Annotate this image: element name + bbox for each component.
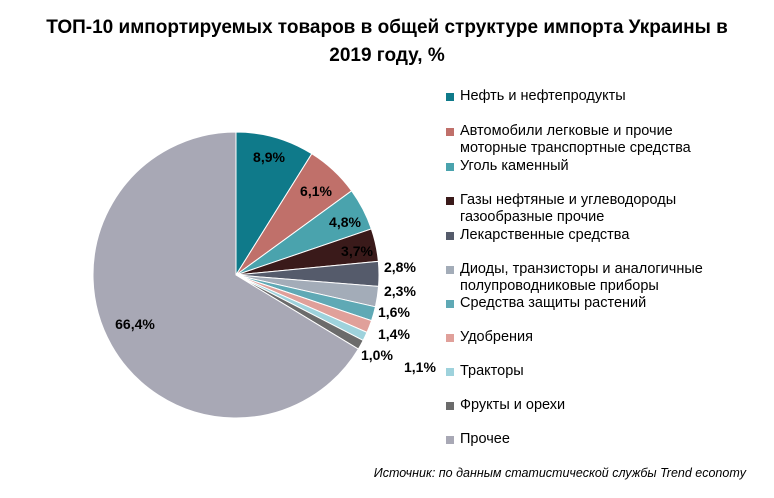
chart-title-line-2: 2019 году, %	[329, 45, 445, 66]
data-label-9: 1,0%	[361, 347, 393, 363]
data-label-2: 6,1%	[300, 183, 332, 199]
legend-swatch	[446, 402, 454, 410]
legend-label: Уголь каменный	[460, 158, 569, 174]
data-label-3: 4,8%	[329, 214, 361, 230]
pie-slice-1	[235, 131, 313, 277]
legend-swatch	[446, 128, 454, 136]
legend-item-6: Диоды, транзисторы и аналогичные полупров…	[446, 261, 703, 295]
data-label-11: 66,4%	[115, 316, 155, 332]
legend-item-3: Уголь каменный	[446, 158, 569, 175]
data-label-7: 1,6%	[378, 304, 410, 320]
legend-label: Средства защиты растений	[460, 295, 647, 311]
data-label-6: 2,3%	[384, 283, 416, 299]
chart-title: ТОП-10 импортируемых товаров в общей стр…	[0, 14, 774, 70]
legend-swatch	[446, 163, 454, 171]
legend-swatch	[446, 93, 454, 101]
legend-label: Тракторы	[460, 363, 524, 379]
legend-label: Лекарственные средства	[460, 227, 630, 243]
legend-swatch	[446, 334, 454, 342]
source-note: Источник: по данным статистической служб…	[373, 466, 746, 480]
pie-slice-11	[92, 131, 360, 419]
legend-item-5: Лекарственные средства	[446, 227, 629, 244]
legend-swatch	[446, 436, 454, 444]
legend-item-1: Нефть и нефтепродукты	[446, 88, 626, 105]
legend-label: Диоды, транзисторы и аналогичные полупров…	[460, 261, 703, 294]
legend-swatch	[446, 197, 454, 205]
legend-item-4: Газы нефтяные и углеводороды газообразные…	[446, 192, 676, 226]
legend-swatch	[446, 368, 454, 376]
legend-item-2: Автомобили легковые и прочие моторные тра…	[446, 123, 691, 157]
legend-item-10: Фрукты и орехи	[446, 397, 565, 414]
legend-swatch	[446, 300, 454, 308]
legend-label: Фрукты и орехи	[460, 397, 566, 413]
legend-label: Нефть и нефтепродукты	[460, 88, 626, 104]
data-label-4: 3,7%	[341, 243, 373, 259]
legend-label: Газы нефтяные и углеводороды газообразные…	[460, 192, 677, 225]
data-label-8: 1,4%	[378, 326, 410, 342]
legend-item-9: Тракторы	[446, 363, 524, 380]
legend-label: Прочее	[460, 431, 510, 447]
data-label-10: 1,1%	[404, 359, 436, 375]
data-label-1: 8,9%	[253, 149, 285, 165]
data-label-5: 2,8%	[384, 259, 416, 275]
chart-title-line-1: ТОП-10 импортируемых товаров в общей стр…	[46, 17, 728, 38]
legend-label: Удобрения	[460, 329, 533, 345]
legend-item-7: Средства защиты растений	[446, 295, 646, 312]
legend-item-8: Удобрения	[446, 329, 533, 346]
legend-item-11: Прочее	[446, 431, 510, 448]
legend-swatch	[446, 232, 454, 240]
legend-label: Автомобили легковые и прочие моторные тра…	[460, 123, 691, 156]
legend-swatch	[446, 266, 454, 274]
